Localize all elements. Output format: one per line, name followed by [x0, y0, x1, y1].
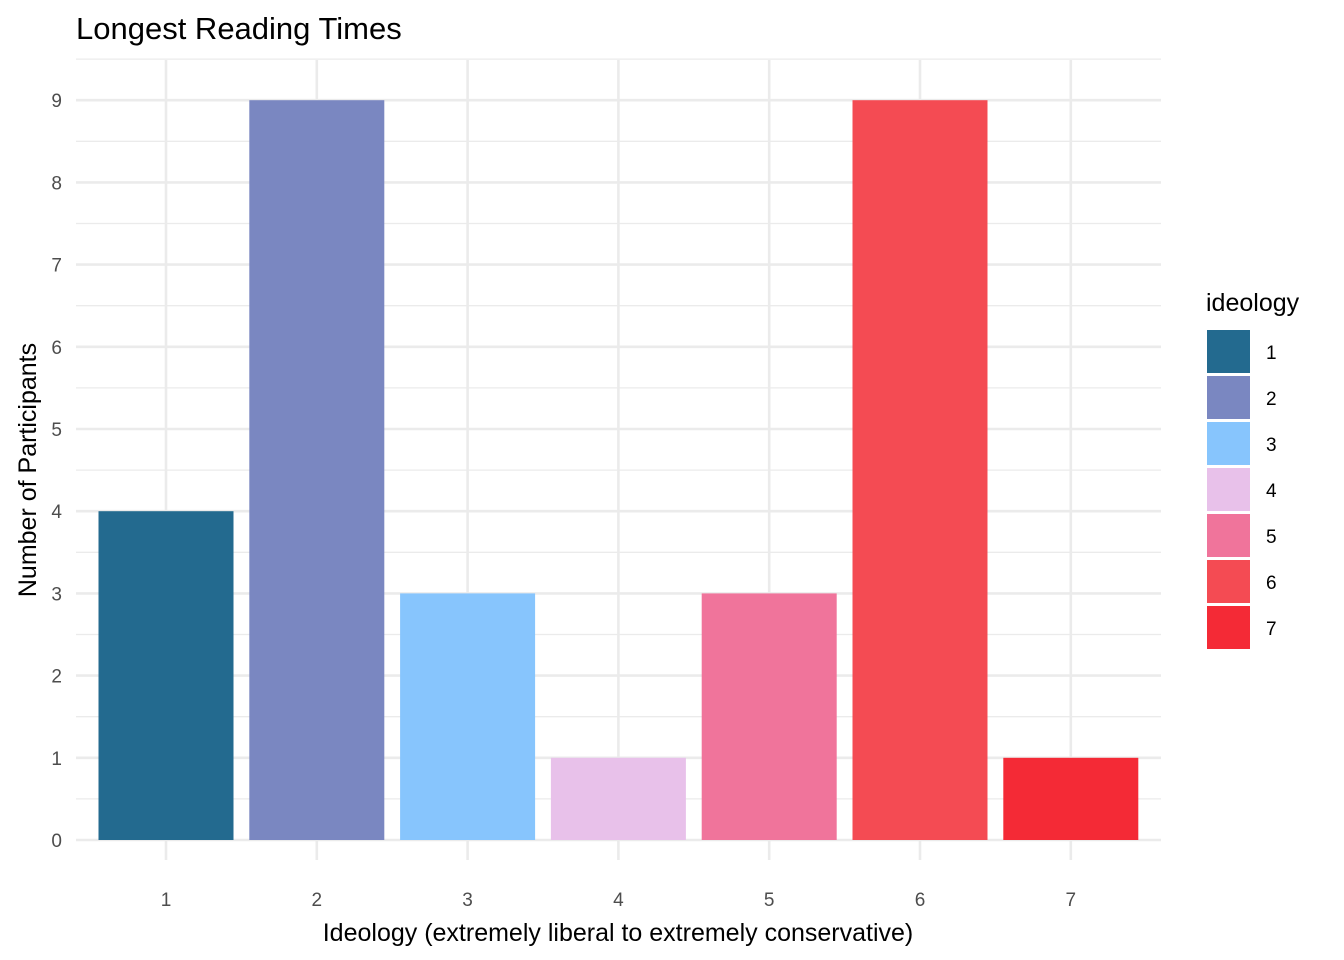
bar-3 — [400, 593, 536, 840]
legend-swatch — [1207, 468, 1250, 511]
bar-6 — [852, 100, 988, 840]
bar-4 — [550, 757, 686, 840]
legend-label: 6 — [1266, 573, 1277, 594]
legend-label: 3 — [1266, 435, 1277, 456]
y-tick-label: 8 — [51, 173, 62, 194]
bar-2 — [249, 100, 385, 840]
x-tick-labels: 1 2 3 4 5 6 7 — [161, 890, 1076, 911]
y-tick-labels: 0 1 2 3 4 5 6 7 8 9 — [51, 91, 62, 852]
y-tick-label: 4 — [51, 502, 62, 523]
y-tick-label: 7 — [51, 256, 62, 277]
legend-swatch — [1207, 560, 1250, 603]
bars — [98, 100, 1139, 840]
y-tick-label: 5 — [51, 420, 62, 441]
bar-5 — [701, 593, 837, 840]
y-tick-label: 0 — [51, 831, 62, 852]
x-tick-label: 1 — [161, 890, 172, 911]
legend-item-5: 5 — [1207, 514, 1277, 557]
grid-lines — [76, 58, 1161, 860]
x-tick-label: 7 — [1066, 890, 1077, 911]
legend-label: 5 — [1266, 527, 1277, 548]
legend-item-4: 4 — [1207, 468, 1277, 511]
legend-swatch — [1207, 606, 1250, 649]
legend-label: 4 — [1266, 481, 1277, 502]
y-tick-label: 2 — [51, 667, 62, 688]
legend-items: 1 2 3 4 5 6 7 — [1207, 330, 1277, 649]
legend: ideology 1 2 3 4 5 6 7 — [1206, 289, 1300, 649]
legend-item-1: 1 — [1207, 330, 1277, 373]
legend-label: 1 — [1266, 343, 1277, 364]
bar-7 — [1003, 757, 1139, 840]
y-axis-title: Number of Participants — [14, 343, 42, 597]
legend-item-3: 3 — [1207, 422, 1277, 465]
legend-swatch — [1207, 330, 1250, 373]
legend-swatch — [1207, 376, 1250, 419]
legend-item-7: 7 — [1207, 606, 1277, 649]
legend-swatch — [1207, 422, 1250, 465]
legend-title: ideology — [1206, 289, 1300, 317]
y-tick-label: 1 — [51, 749, 62, 770]
y-tick-label: 6 — [51, 338, 62, 359]
x-axis-title: Ideology (extremely liberal to extremely… — [323, 919, 914, 947]
x-tick-label: 4 — [613, 890, 624, 911]
y-tick-label: 9 — [51, 91, 62, 112]
bar-1 — [98, 511, 234, 840]
x-tick-label: 3 — [462, 890, 473, 911]
y-tick-label: 3 — [51, 584, 62, 605]
legend-swatch — [1207, 514, 1250, 557]
chart-title: Longest Reading Times — [76, 11, 402, 46]
legend-item-2: 2 — [1207, 376, 1277, 419]
legend-label: 7 — [1266, 619, 1277, 640]
x-tick-label: 6 — [915, 890, 926, 911]
legend-label: 2 — [1266, 389, 1277, 410]
x-tick-label: 5 — [764, 890, 775, 911]
x-tick-label: 2 — [312, 890, 323, 911]
legend-item-6: 6 — [1207, 560, 1277, 603]
